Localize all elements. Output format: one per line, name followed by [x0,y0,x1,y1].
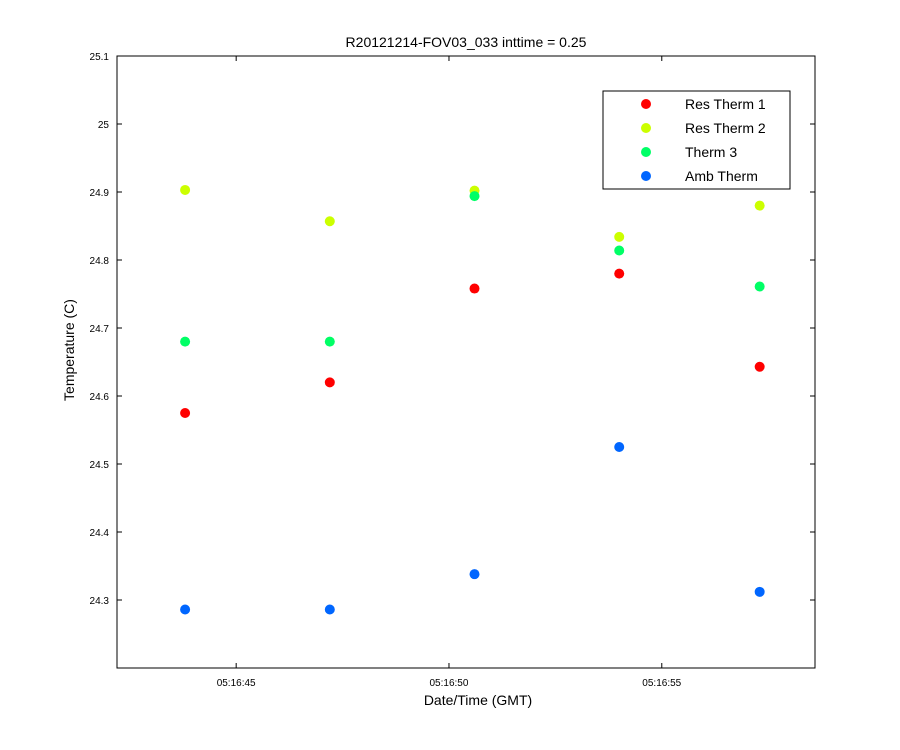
y-axis: 24.3 24.4 24.5 24.6 24.7 24.8 24.9 25 25.1 [90,52,815,607]
legend-marker [641,123,651,133]
x-tick-label: 05:16:45 [217,678,256,689]
data-point-amb-therm [614,442,625,452]
legend-marker [641,99,651,109]
data-point-amb-therm [324,604,335,615]
x-axis-label: Date/Time (GMT) [424,692,532,708]
x-tick-label: 05:16:50 [430,678,469,689]
y-tick-label: 24.8 [90,256,110,267]
data-point-res-therm-1 [324,377,335,388]
y-tick-label: 24.4 [90,528,110,539]
chart-title: R20121214-FOV03_033 inttime = 0.25 [346,34,587,50]
data-point-res-therm-1 [180,408,191,418]
y-tick-label: 24.3 [90,596,110,607]
data-point-therm-3 [180,336,191,347]
data-points [180,184,765,615]
legend-label: Amb Therm [685,168,758,184]
legend-label: Therm 3 [685,144,737,160]
data-point-therm-3 [754,281,765,292]
legend-box [602,90,791,190]
y-tick-label: 24.6 [90,392,110,403]
data-point-res-therm-2 [324,216,335,227]
legend-label: Res Therm 2 [685,120,766,136]
y-tick-label: 25 [98,120,110,131]
legend-label: Res Therm 1 [685,96,766,112]
y-tick-label: 25.1 [90,52,110,63]
data-point-res-therm-2 [180,184,191,195]
x-tick-label: 05:16:55 [642,678,681,689]
legend-marker [641,147,651,157]
y-tick-label: 24.9 [90,188,110,199]
y-axis-label: Temperature (C) [61,299,77,401]
y-tick-label: 24.7 [90,324,110,335]
data-point-therm-3 [324,336,335,347]
legend: Res Therm 1 Res Therm 2 Therm 3 Amb Therm [602,90,791,190]
data-point-amb-therm [180,604,191,615]
data-point-therm-3 [614,245,625,256]
legend-marker [641,171,651,181]
data-point-res-therm-1 [469,283,480,294]
data-point-res-therm-1 [754,361,765,372]
data-point-amb-therm [469,569,480,580]
x-axis: 05:16:45 05:16:50 05:16:55 [217,56,682,689]
data-point-amb-therm [754,586,765,597]
data-point-res-therm-2 [614,231,625,242]
data-point-therm-3 [469,191,480,202]
data-point-res-therm-1 [614,268,625,279]
y-tick-label: 24.5 [90,460,110,471]
data-point-res-therm-2 [754,200,765,211]
